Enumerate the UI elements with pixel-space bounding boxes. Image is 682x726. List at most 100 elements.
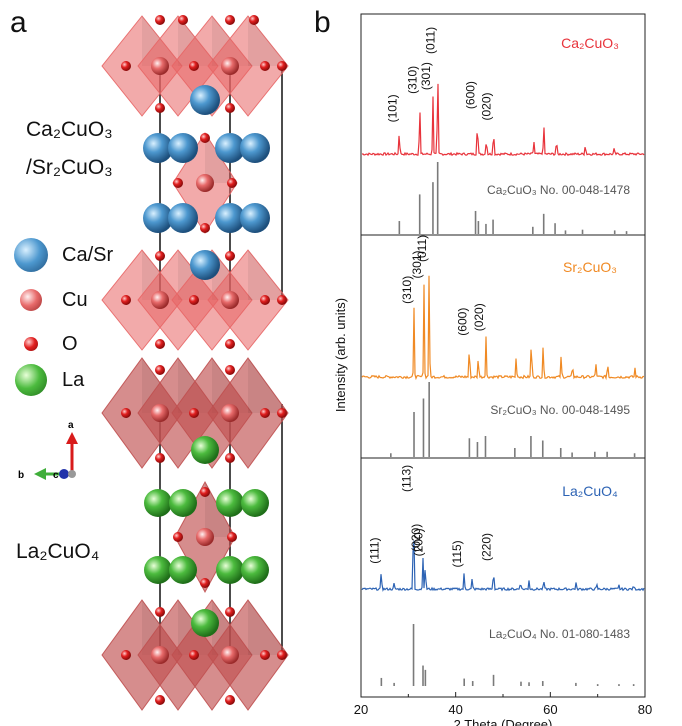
legend-item: Cu: [14, 283, 88, 317]
o-atom: [225, 15, 235, 25]
la-atom: [241, 489, 269, 517]
o-atom: [225, 103, 235, 113]
x-axis-label: 2 Theta (Degree): [454, 717, 553, 726]
xrd-chart: 20 40 60 80 2 Theta (Degree) Intensity (arb. …: [333, 13, 652, 726]
o-atom: [225, 365, 235, 375]
y-axis-label: Intensity (arb. units): [333, 298, 348, 412]
cuo-octahedron: [207, 15, 289, 117]
o-atom: [225, 607, 235, 617]
series-name-label: La₂CuO₄: [562, 483, 618, 499]
cuo-octahedron-shade: [248, 16, 288, 66]
la-atom: [169, 556, 197, 584]
o-atom: [225, 695, 235, 705]
peak-label: (115): [450, 540, 464, 567]
peak-label: (310): [400, 276, 414, 304]
o-atom: [121, 61, 131, 71]
la-atom: [216, 489, 244, 517]
o-atom: [189, 408, 199, 418]
ca-sr-atom: [143, 133, 173, 163]
o-atom: [200, 487, 210, 497]
legend-item: La: [14, 363, 84, 397]
cu-atom: [151, 291, 169, 309]
la-atom: [216, 556, 244, 584]
xrd-measured-line: [361, 275, 644, 381]
la-atom: [144, 556, 172, 584]
reference-name-label: Ca₂CuO₃ No. 00-048-1478: [487, 183, 630, 197]
peak-label: (310): [406, 66, 420, 94]
peak-label: (600): [463, 81, 477, 109]
cu-atom: [221, 404, 239, 422]
o-atom: [155, 695, 165, 705]
la-atom: [191, 609, 219, 637]
crystal-structure-illustration: a b c: [18, 15, 289, 711]
bottom-formula-label: La₂CuO₄: [16, 540, 100, 563]
panel-label-b: b: [314, 6, 331, 39]
x-tick-label: 80: [638, 702, 652, 717]
o-atom: [277, 61, 287, 71]
peak-label: (600): [455, 308, 469, 336]
cu-atom: [221, 646, 239, 664]
o-atom: [260, 408, 270, 418]
la-cuo-octahedron: [207, 357, 289, 469]
o-atom: [225, 339, 235, 349]
o-atom: [200, 578, 210, 588]
blue-sphere-icon: [14, 238, 48, 272]
cu-atom: [221, 57, 239, 75]
peak-label: (101): [385, 94, 399, 122]
o-atom: [121, 650, 131, 660]
pink-sphere-icon: [20, 289, 42, 311]
o-atom: [249, 15, 259, 25]
x-tick-label: 60: [543, 702, 557, 717]
ca-sr-atom: [190, 85, 220, 115]
ca-sr-atom: [168, 203, 198, 233]
la-cuo-octahedron-shade: [248, 358, 288, 413]
o-atom: [155, 365, 165, 375]
peak-label: (011): [424, 27, 438, 54]
o-atom: [260, 295, 270, 305]
cu-atom: [151, 646, 169, 664]
cu-atom: [196, 528, 214, 546]
o-atom: [227, 178, 237, 188]
xrd-measured-line: [361, 83, 645, 157]
o-atom: [173, 178, 183, 188]
red-sphere-icon: [24, 337, 38, 351]
ca-sr-atom: [190, 250, 220, 280]
o-atom: [260, 650, 270, 660]
green-sphere-icon: [15, 364, 47, 396]
reference-name-label: La₂CuO₄ No. 01-080-1483: [489, 627, 630, 641]
series-name-label: Sr₂CuO₃: [563, 259, 617, 275]
legend-label: Ca/Sr: [62, 243, 114, 266]
axis-origin: [68, 470, 76, 478]
axis-c-label: c: [53, 470, 59, 481]
o-atom: [155, 251, 165, 261]
legend-label: Cu: [62, 288, 88, 311]
series-name-label: Ca₂CuO₃: [561, 35, 619, 51]
top-formula-line1: Ca₂CuO₃: [26, 118, 113, 141]
peak-label: (113): [400, 465, 414, 492]
x-tick-label: 40: [448, 702, 462, 717]
panel-label-a: a: [10, 6, 27, 39]
legend-item: Ca/Sr: [14, 238, 113, 272]
plot-frame: [360, 13, 646, 698]
o-atom: [121, 408, 131, 418]
o-atom: [155, 453, 165, 463]
xrd-measured-line: [361, 540, 645, 592]
cu-atom: [151, 404, 169, 422]
reference-name-label: Sr₂CuO₃ No. 00-048-1495: [490, 403, 630, 417]
o-atom: [277, 408, 287, 418]
la-atom: [144, 489, 172, 517]
x-tick-label: 20: [354, 702, 368, 717]
axis-a-label: a: [68, 420, 74, 431]
peak-label: (220): [480, 533, 494, 561]
o-atom: [277, 650, 287, 660]
cu-atom: [221, 291, 239, 309]
top-formula-label: Ca₂CuO₃ /Sr₂CuO₃: [26, 118, 113, 180]
o-atom: [225, 251, 235, 261]
o-atom: [155, 15, 165, 25]
cu-atom: [151, 57, 169, 75]
ca-sr-atom: [215, 133, 245, 163]
axis-b-label: b: [18, 470, 24, 481]
o-atom: [155, 103, 165, 113]
legend-label: La: [62, 368, 85, 391]
